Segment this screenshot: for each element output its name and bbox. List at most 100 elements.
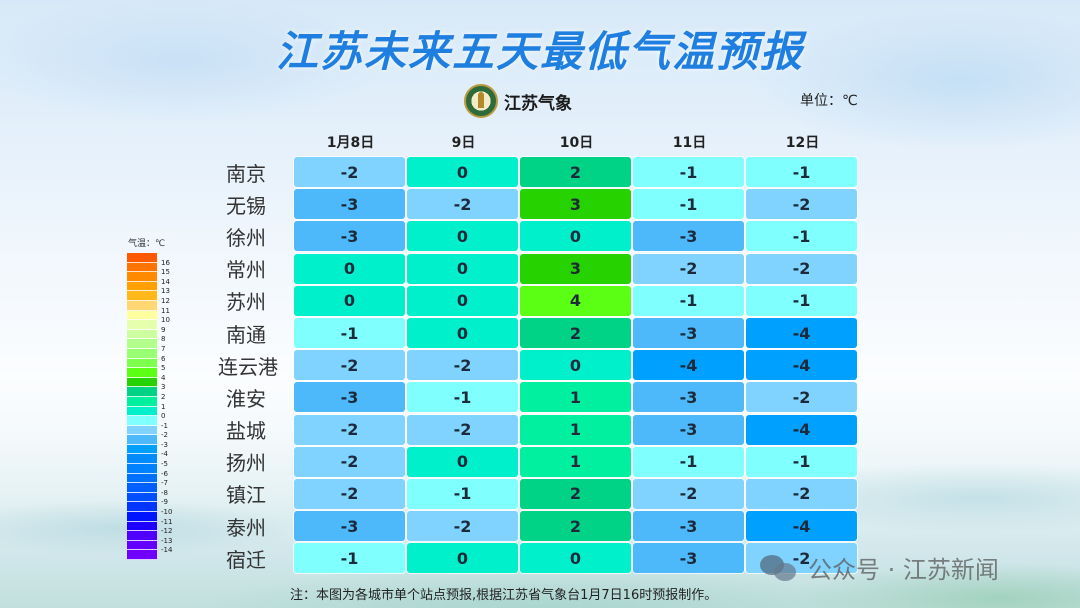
- forecast-table: 1月8日 9日 10日 11日 12日 南京 -2 0 2 -1 -1 无锡 -3 -2 3 -1 -2 徐州 -…: [200, 128, 859, 574]
- legend-item: 7: [127, 339, 172, 352]
- legend-swatch: [127, 425, 157, 436]
- legend-item: 3: [127, 377, 172, 392]
- legend-item: -1: [127, 416, 172, 429]
- legend-item: 14: [127, 272, 172, 285]
- legend-swatch: [127, 396, 157, 407]
- temperature-cell: -2: [407, 189, 518, 220]
- legend-swatch: [127, 550, 157, 560]
- legend-swatch: [127, 320, 157, 330]
- legend-title: 气温：℃: [128, 239, 166, 249]
- temperature-cell: -1: [746, 446, 857, 477]
- legend-swatch: [127, 464, 157, 474]
- legend-swatch: [127, 348, 157, 359]
- column-header: 11日: [672, 135, 707, 151]
- temperature-cell: -3: [294, 189, 405, 220]
- legend-label: 15: [161, 268, 170, 277]
- temperature-cell: 1: [520, 414, 631, 445]
- legend-swatch: [127, 435, 157, 445]
- legend-label: 3: [161, 383, 166, 392]
- temperature-cell: -1: [633, 157, 744, 188]
- temperature-cell: 2: [520, 511, 631, 542]
- legend-item: -3: [127, 435, 172, 448]
- legend-label: -4: [161, 450, 168, 459]
- table-row: 扬州 -2 0 1 -1 -1: [200, 446, 859, 478]
- city-label: 南京: [226, 161, 266, 186]
- legend-label: 0: [161, 412, 166, 421]
- temperature-cell: -2: [633, 478, 744, 509]
- color-legend: 气温：℃ 16 15 14 13 12 11 10 9 8 7 6 5 4 3 2 1 0 -1 -2 -3 -4 -5-…: [127, 236, 172, 560]
- temperature-cell: -4: [633, 350, 744, 381]
- temperature-cell: -4: [746, 318, 857, 349]
- watermark: 公众号 · 江苏新闻: [760, 550, 999, 585]
- legend-item: 0: [127, 406, 172, 421]
- legend-swatch: [127, 281, 157, 292]
- legend-item: 1: [127, 396, 172, 410]
- temperature-cell: 0: [407, 543, 518, 574]
- table-row: 盐城 -2 -2 1 -3 -4: [200, 414, 859, 446]
- temperature-cell: 0: [520, 221, 631, 252]
- legend-swatch: [127, 262, 157, 273]
- legend-item: 15: [127, 262, 172, 277]
- legend-item: -8: [127, 483, 172, 496]
- page-title: 江苏未来五天最低气温预报: [275, 27, 804, 76]
- temperature-cell: 4: [520, 285, 631, 316]
- legend-label: -8: [161, 488, 168, 497]
- legend-label: -11: [161, 517, 173, 526]
- legend-swatch: [127, 377, 157, 388]
- table-row: 宿迁 -1 0 0 -3 -2: [200, 542, 859, 574]
- legend-label: 8: [161, 335, 166, 344]
- temperature-cell: -2: [294, 157, 405, 188]
- legend-label: -14: [161, 546, 173, 555]
- legend-label: -7: [161, 479, 168, 488]
- temperature-cell: -3: [633, 511, 744, 542]
- city-label: 宿迁: [226, 547, 266, 572]
- legend-label: -10: [161, 508, 173, 517]
- legend-label: 14: [161, 277, 170, 286]
- legend-swatch: [127, 531, 157, 541]
- legend-item: 10: [127, 310, 172, 324]
- legend-label: 5: [161, 364, 166, 373]
- city-label: 扬州: [226, 451, 266, 476]
- temperature-cell: -2: [407, 511, 518, 542]
- legend-swatch: [127, 387, 157, 397]
- temperature-cell: -2: [633, 253, 744, 284]
- temperature-cell: -2: [746, 382, 857, 413]
- temperature-cell: -1: [746, 157, 857, 188]
- temperature-cell: -1: [294, 318, 405, 349]
- legend-item: -9: [127, 492, 172, 506]
- legend-item: -4: [127, 444, 172, 459]
- legend-item: [127, 550, 172, 560]
- legend-label: -12: [161, 527, 173, 536]
- legend-swatch: [127, 521, 157, 532]
- legend-swatch: [127, 291, 157, 301]
- legend-item: 16: [127, 253, 172, 266]
- city-label: 无锡: [226, 193, 266, 218]
- temperature-cell: 0: [407, 157, 518, 188]
- temperature-cell: -3: [633, 382, 744, 413]
- logo-text: 江苏气象: [504, 93, 572, 114]
- temperature-cell: -3: [294, 382, 405, 413]
- legend-swatch: [127, 502, 157, 513]
- legend-item: -7: [127, 473, 172, 488]
- temperature-cell: -1: [746, 285, 857, 316]
- city-label: 南通: [226, 322, 266, 347]
- legend-swatch: [127, 406, 157, 417]
- legend-item: -13: [127, 531, 172, 544]
- temperature-cell: -3: [294, 511, 405, 542]
- legend-item: -6: [127, 464, 172, 477]
- legend-item: 5: [127, 358, 172, 373]
- temperature-cell: 0: [407, 318, 518, 349]
- temperature-cell: -2: [407, 414, 518, 445]
- temperature-cell: -1: [746, 221, 857, 252]
- legend-item: 11: [127, 300, 172, 314]
- table-row: 连云港 -2 -2 0 -4 -4: [200, 349, 859, 381]
- legend-label: 1: [161, 402, 166, 411]
- legend-label: -6: [161, 469, 168, 478]
- footnote: 注：本图为各城市单个站点预报,根据江苏省气象台1月7日16时预报制作。: [290, 588, 718, 603]
- legend-label: -2: [161, 431, 168, 440]
- column-header: 12日: [785, 135, 820, 151]
- legend-item: -11: [127, 512, 172, 525]
- legend-item: 6: [127, 348, 172, 362]
- temperature-cell: 0: [407, 285, 518, 316]
- legend-label: -13: [161, 536, 173, 545]
